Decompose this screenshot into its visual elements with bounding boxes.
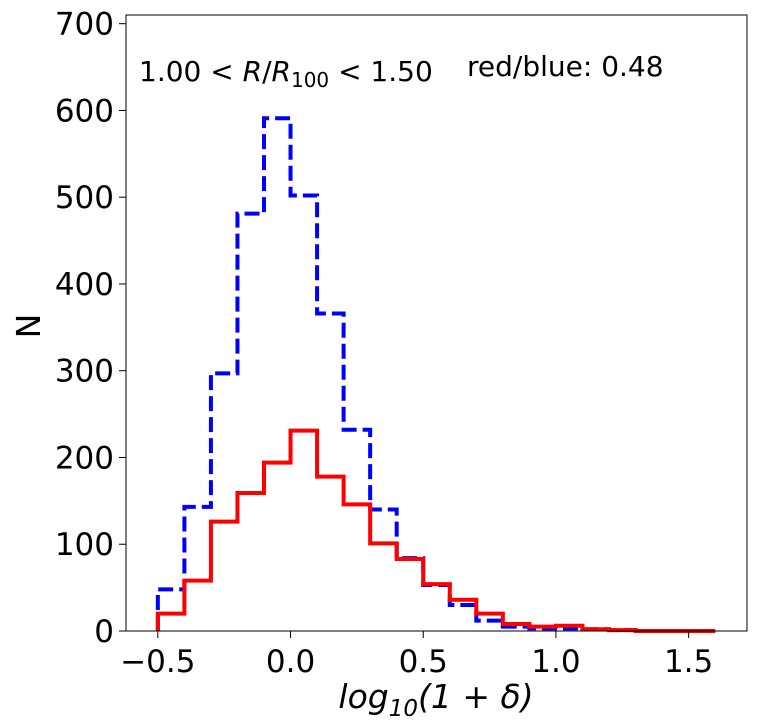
ratio-annotation: red/blue: 0.48: [467, 50, 664, 83]
plot-frame: [125, 14, 748, 632]
series-layer: [155, 116, 716, 633]
x-tick-label: −0.5: [120, 644, 195, 680]
red-solid-histogram: [155, 428, 716, 633]
y-tick-label: 600: [55, 93, 114, 129]
y-tick-label: 100: [55, 527, 114, 563]
y-tick-label: 500: [55, 180, 114, 216]
x-tick-label: 1.5: [664, 644, 713, 680]
y-tick-label: 700: [55, 7, 114, 43]
range-annotation: 1.00 < R/R100 < 1.50: [139, 55, 433, 92]
y-axis-label: N: [9, 314, 48, 339]
x-tick-label: 0.0: [266, 644, 315, 680]
blue-dashed-histogram: [155, 116, 716, 633]
x-tick-label: 1.0: [531, 644, 580, 680]
x-axis-label: log10(1 + δ): [338, 677, 533, 722]
y-tick-label: 200: [55, 440, 114, 476]
x-axis-ticks: −0.5 0.0 0.5 1.0 1.5: [120, 631, 713, 680]
y-tick-label: 0: [94, 614, 114, 650]
y-tick-label: 400: [55, 267, 114, 303]
x-tick-label: 0.5: [399, 644, 448, 680]
y-tick-label: 300: [55, 354, 114, 390]
y-axis-ticks: 0 100 200 300 400 500 600 700: [55, 7, 126, 650]
